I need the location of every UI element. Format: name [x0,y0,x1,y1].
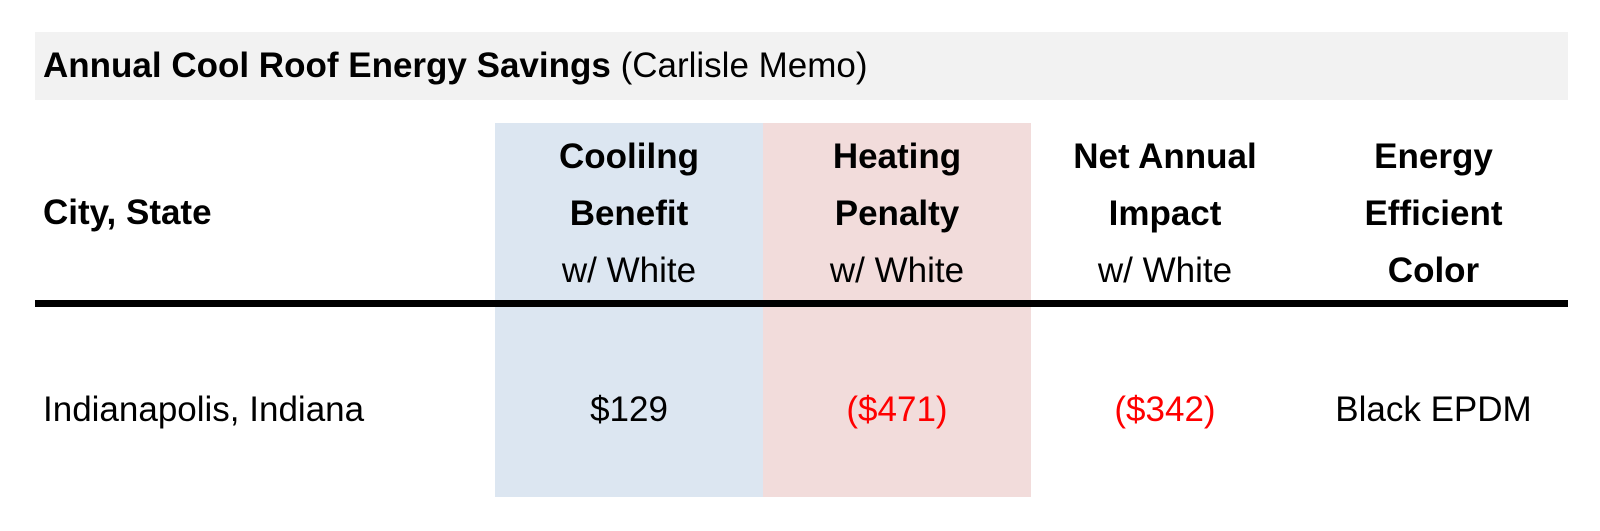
table-title-main: Annual Cool Roof Energy Savings [43,46,611,85]
header-color-line2: Efficient [1364,193,1503,233]
header-color-line1: Energy [1374,136,1493,176]
header-energy-efficient-color: Energy Efficient Color [1299,128,1568,298]
header-heating-line3: w/ White [829,250,965,290]
header-cooling-benefit: Coolilng Benefit w/ White [495,128,763,298]
header-heating-penalty: Heating Penalty w/ White [763,128,1031,298]
table-title-bar: Annual Cool Roof Energy Savings (Carlisl… [35,32,1568,100]
header-net-annual-impact: Net Annual Impact w/ White [1031,128,1299,298]
header-net-line2: Impact [1108,193,1222,233]
header-divider [35,300,1568,307]
row-city-state: Indianapolis, Indiana [43,390,365,429]
row-net-annual-impact: ($342) [1114,390,1216,429]
table-title-source: (Carlisle Memo) [620,46,868,85]
header-color-line3: Color [1387,250,1480,290]
header-cooling-line2: Benefit [569,193,689,233]
cooling-column-shade [495,123,763,497]
header-city-state: City, State [43,193,212,232]
header-cooling-line1: Coolilng [559,136,699,176]
table-title: Annual Cool Roof Energy Savings (Carlisl… [35,46,868,86]
header-net-line3: w/ White [1097,250,1233,290]
header-net-line1: Net Annual [1073,136,1257,176]
header-heating-line2: Penalty [834,193,960,233]
row-energy-efficient-color: Black EPDM [1335,390,1532,429]
header-heating-line1: Heating [832,136,962,176]
row-heating-penalty: ($471) [846,390,948,429]
row-cooling-benefit: $129 [590,390,668,429]
header-cooling-line3: w/ White [561,250,697,290]
heating-column-shade [763,123,1031,497]
